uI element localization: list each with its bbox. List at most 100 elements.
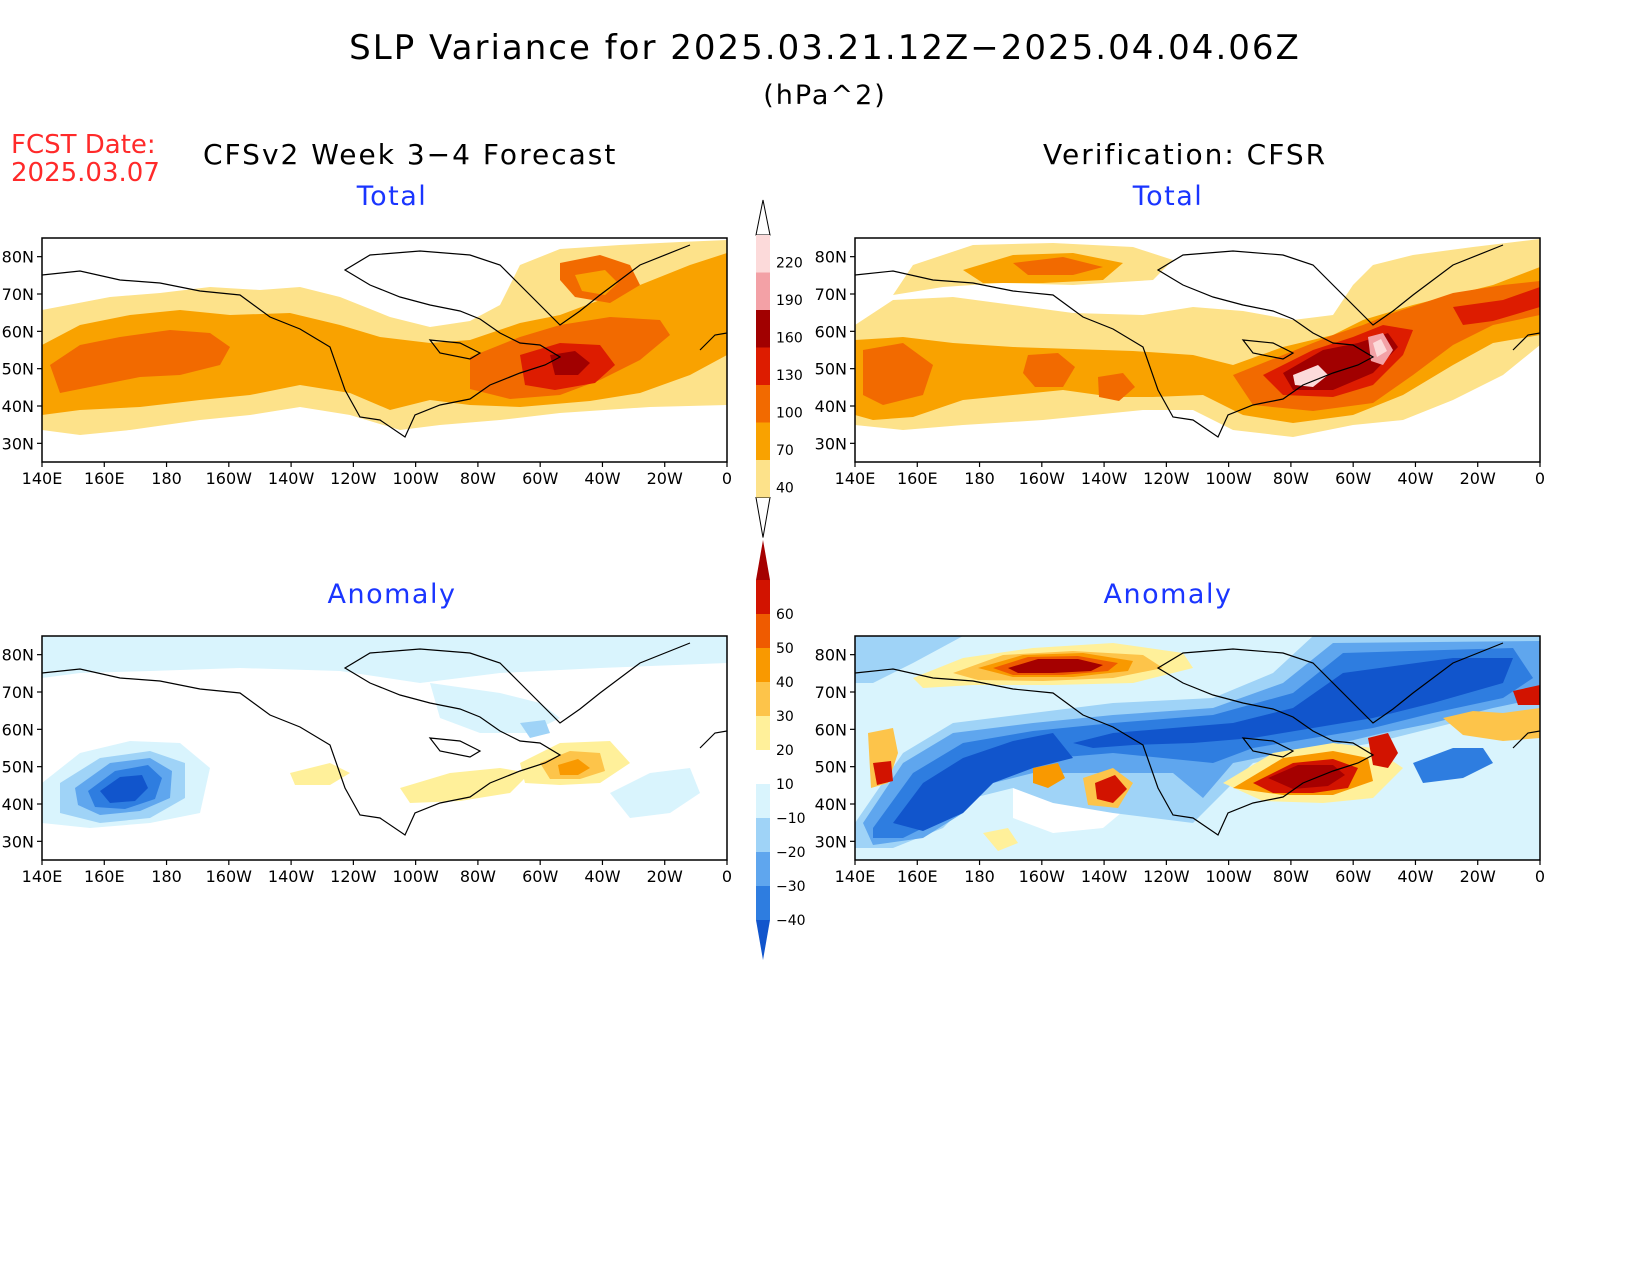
verification-total-map: 80N 70N 60N 50N 40N 30N 140E 160E 180 160W 140W 120…	[815, 237, 1545, 488]
lon-tick-label: 140W	[268, 469, 315, 488]
figure-title: SLP Variance for 2025.03.21.12Z−2025.04.…	[349, 28, 1301, 68]
lon-tick-label: 120W	[1143, 469, 1190, 488]
lat-tick-label: 50N	[2, 360, 34, 379]
lon-tick-label: 160W	[1019, 469, 1066, 488]
colorbar-segment	[756, 784, 770, 818]
lon-tick-label: 0	[722, 867, 732, 886]
colorbar-label: 190	[776, 293, 803, 309]
verification-anomaly-title: Anomaly	[1103, 579, 1233, 610]
lat-tick-label: 40N	[2, 397, 34, 416]
colorbar-label: 10	[776, 777, 794, 793]
lat-tick-label: 70N	[2, 285, 34, 304]
lat-tick-label: 70N	[815, 683, 847, 702]
lon-tick-label: 20W	[647, 469, 683, 488]
lat-tick-label: 30N	[2, 434, 34, 453]
verification-column-title: Verification: CFSR	[1043, 138, 1328, 171]
colorbar-segment	[756, 310, 770, 348]
colorbar-segment	[756, 422, 770, 460]
colorbar-bottom-arrow	[755, 497, 771, 538]
colorbar-label: 20	[776, 743, 794, 759]
lon-tick-label: 80W	[1273, 867, 1309, 886]
lat-tick-label: 30N	[2, 832, 34, 851]
total-colorbar: 40 70 100 130 160 190 220	[755, 199, 803, 538]
lon-tick-label: 180	[964, 867, 995, 886]
colorbar-segment	[756, 682, 770, 716]
colorbar-label: 50	[776, 641, 794, 657]
lat-tick-label: 60N	[2, 720, 34, 739]
colorbar-segment	[756, 750, 770, 784]
verification-anomaly-map: 80N 70N 60N 50N 40N 30N 140E 160E 180 160W 140W 120…	[815, 635, 1545, 886]
lon-tick-label: 0	[1535, 469, 1545, 488]
lon-tick-label: 160E	[84, 469, 125, 488]
lon-tick-label: 180	[964, 469, 995, 488]
lat-tick-label: 40N	[2, 795, 34, 814]
colorbar-segment	[756, 580, 770, 614]
colorbar-label: 100	[776, 406, 803, 422]
lon-tick-label: 80W	[460, 469, 496, 488]
lon-tick-label: 40W	[1397, 867, 1433, 886]
colorbar-segment	[756, 385, 770, 423]
lon-tick-label: 0	[722, 469, 732, 488]
lon-tick-label: 100W	[1205, 867, 1252, 886]
lon-tick-label: 60W	[522, 469, 558, 488]
colorbar-segment	[756, 347, 770, 385]
colorbar-segment	[756, 460, 770, 498]
forecast-column-title: CFSv2 Week 3−4 Forecast	[203, 138, 618, 171]
lon-tick-label: 20W	[1460, 469, 1496, 488]
anomaly-colorbar: −40 −30 −20 −10 10 20 30 40 50 60	[756, 540, 806, 960]
colorbar-bottom-arrow	[756, 920, 770, 960]
lat-tick-label: 80N	[815, 248, 847, 267]
units-label: (hPa^2)	[763, 80, 887, 111]
lon-tick-label: 120W	[330, 469, 377, 488]
lat-tick-label: 60N	[815, 720, 847, 739]
lon-tick-label: 40W	[584, 867, 620, 886]
lon-tick-label: 60W	[522, 867, 558, 886]
colorbar-segment	[756, 852, 770, 886]
lon-tick-label: 100W	[392, 469, 439, 488]
forecast-anomaly-title: Anomaly	[327, 579, 457, 610]
lon-tick-label: 80W	[460, 867, 496, 886]
lat-tick-label: 60N	[815, 322, 847, 341]
lon-tick-label: 40W	[1397, 469, 1433, 488]
lat-tick-label: 80N	[2, 248, 34, 267]
colorbar-label: 70	[776, 443, 794, 459]
lon-tick-label: 20W	[1460, 867, 1496, 886]
colorbar-segment	[756, 886, 770, 920]
lon-tick-label: 180	[151, 867, 182, 886]
lat-tick-label: 70N	[815, 285, 847, 304]
colorbar-label: 220	[776, 256, 803, 272]
colorbar-label: 60	[776, 607, 794, 623]
lon-tick-label: 180	[151, 469, 182, 488]
lat-tick-label: 80N	[2, 646, 34, 665]
colorbar-label: 30	[776, 709, 794, 725]
lon-tick-label: 140E	[22, 469, 63, 488]
lon-tick-label: 100W	[1205, 469, 1252, 488]
colorbar-label: −30	[776, 879, 806, 895]
colorbar-label: 130	[776, 368, 803, 384]
lon-tick-label: 140W	[1081, 867, 1128, 886]
colorbar-top-arrow	[756, 540, 770, 580]
lon-tick-label: 160E	[897, 469, 938, 488]
lon-tick-label: 140W	[1081, 469, 1128, 488]
colorbar-segment	[756, 235, 770, 273]
lat-tick-label: 40N	[815, 795, 847, 814]
colorbar-label: −10	[776, 811, 806, 827]
lat-tick-label: 40N	[815, 397, 847, 416]
lat-tick-label: 50N	[2, 758, 34, 777]
lon-tick-label: 160W	[206, 867, 253, 886]
lon-tick-label: 40W	[584, 469, 620, 488]
lat-tick-label: 70N	[2, 683, 34, 702]
lon-tick-label: 140E	[835, 469, 876, 488]
lon-tick-label: 140E	[835, 867, 876, 886]
forecast-total-title: Total	[356, 181, 428, 212]
lat-tick-label: 30N	[815, 832, 847, 851]
lon-tick-label: 160E	[84, 867, 125, 886]
forecast-anomaly-map: 80N 70N 60N 50N 40N 30N 140E 160E 180 160W 140W 120…	[2, 635, 732, 886]
lon-tick-label: 0	[1535, 867, 1545, 886]
lon-tick-label: 80W	[1273, 469, 1309, 488]
colorbar-label: −20	[776, 845, 806, 861]
lat-tick-label: 60N	[2, 322, 34, 341]
lon-tick-label: 140W	[268, 867, 315, 886]
lat-tick-label: 30N	[815, 434, 847, 453]
lon-tick-label: 160E	[897, 867, 938, 886]
